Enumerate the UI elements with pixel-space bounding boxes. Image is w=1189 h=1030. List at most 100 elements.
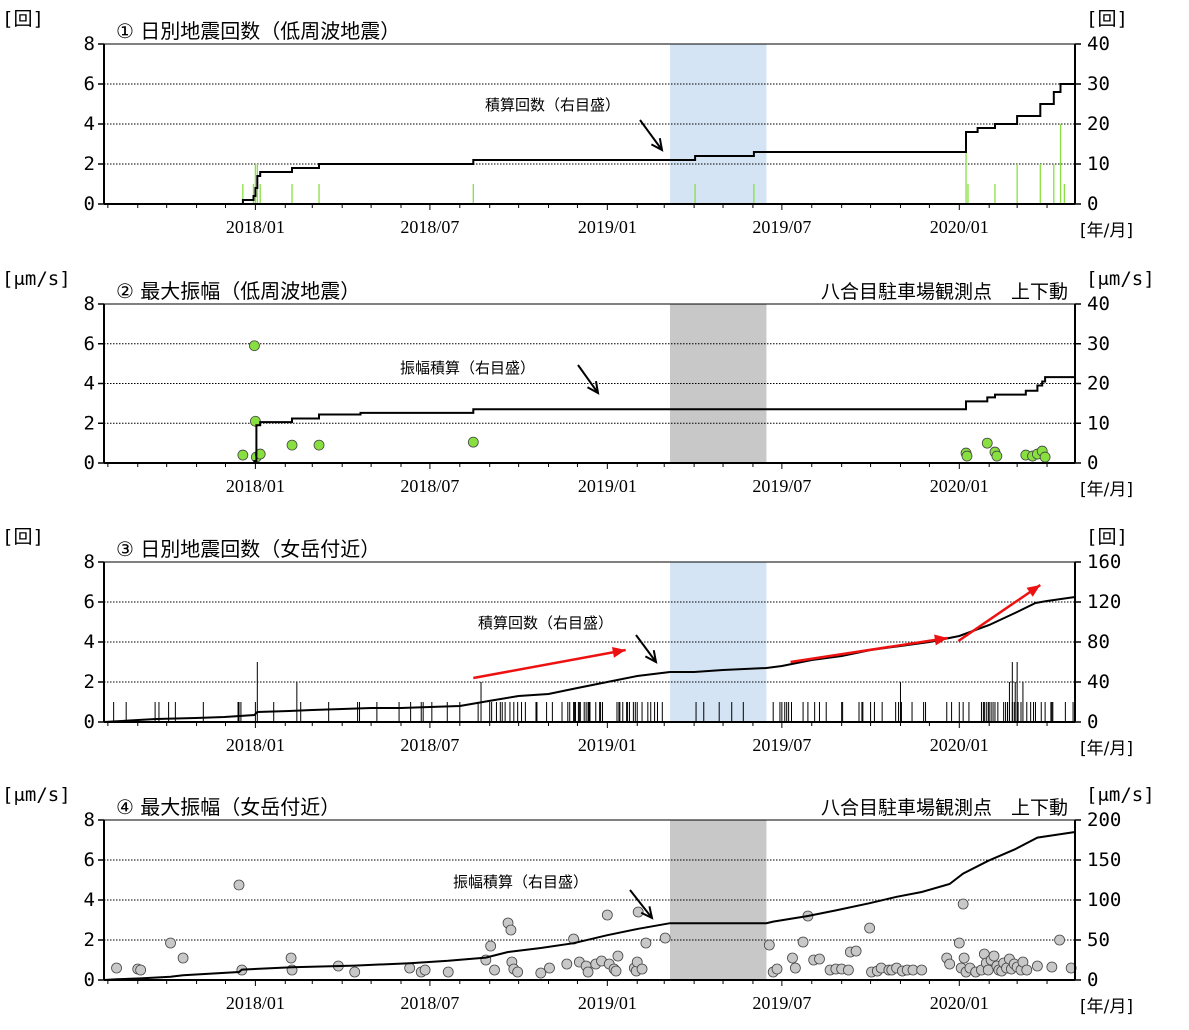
x-tick-label: 2019/07 [752,735,811,755]
y-tick-label-right: 150 [1087,849,1121,871]
y-tick-label-left: 6 [84,73,95,95]
amplitude-point [1046,961,1058,973]
y-tick-label-right: 0 [1087,452,1098,474]
y-tick-label-left: 8 [84,809,95,831]
annotation-arrow-head [650,138,664,152]
cumulative-line [104,83,1075,205]
y-tick-label-left: 2 [84,929,95,951]
y-tick-label-right: 10 [1087,412,1110,434]
amplitude-point [981,437,993,449]
cumulative-annotation: 積算回数（右目盛） [485,96,620,114]
amplitude-point [957,898,969,910]
cumulative-line [104,376,1075,464]
y-left-unit: [回] [2,8,44,30]
amplitude-point [582,966,594,978]
amplitude-point [843,964,854,976]
amplitude-point [612,950,624,962]
amplitude-point [165,937,176,949]
amplitude-point [916,964,928,976]
trend-arrow-head [934,634,948,646]
amplitude-point [349,966,361,978]
annotation-arrow-head [586,381,600,395]
x-tick-label: 2019/07 [752,217,811,237]
amplitude-point [467,436,479,448]
amplitude-point [988,950,1000,962]
y-tick-label-right: 10 [1087,153,1110,175]
y-tick-label-left: 4 [84,889,95,911]
y-tick-label-left: 2 [84,671,95,693]
y-tick-label-right: 30 [1087,73,1110,95]
amplitude-point [610,965,622,977]
x-unit-label: [年/月] [1080,221,1133,241]
y-tick-label-left: 4 [84,631,95,653]
amplitude-point [286,439,298,451]
amplitude-point [797,936,809,948]
trend-arrow [790,636,948,664]
y-tick-label-right: 40 [1087,671,1110,693]
amplitude-point [485,940,497,952]
amplitude-point [1065,962,1077,974]
station-label: 八合目駐車場観測点 上下動 [821,797,1068,819]
amplitude-point [254,448,266,460]
x-tick-label: 2019/07 [752,476,811,496]
y-tick-label-left: 0 [84,969,95,991]
cumulative-annotation: 積算回数（右目盛） [478,614,613,632]
amplitude-point [991,450,1003,462]
cumulative-annotation: 振幅積算（右目盛） [453,873,588,891]
amplitude-point [135,964,147,976]
amplitude-point [958,952,970,964]
amplitude-point [313,439,325,451]
x-tick-label: 2018/01 [226,735,285,755]
x-unit-label: [年/月] [1080,739,1133,759]
panel-title: ② 最大振幅（低周波地震） [116,279,360,303]
annotation-arrow-head [644,650,658,664]
y-tick-label-left: 2 [84,412,95,434]
amplitude-point [763,939,775,951]
panel-title: ① 日別地震回数（低周波地震） [116,19,400,43]
y-right-unit: [回] [1086,8,1128,30]
amplitude-point [601,909,613,921]
amplitude-point [659,932,671,944]
amplitude-point [636,963,648,975]
amplitude-point [944,958,956,970]
y-tick-label-left: 0 [84,452,95,474]
y-tick-label-right: 100 [1087,889,1121,911]
y-tick-label-left: 6 [84,849,95,871]
y-tick-label-left: 6 [84,591,95,613]
x-tick-label: 2018/01 [226,993,285,1013]
annotation-arrow [629,889,653,919]
annotation-arrow [635,634,657,663]
amplitude-point [771,963,783,975]
amplitude-point [489,964,500,976]
cumulative-line [103,831,1076,981]
y-left-unit: [μm/s] [2,784,71,806]
amplitude-point [561,958,573,970]
amplitude-point [177,952,189,964]
amplitude-point [544,962,555,974]
amplitude-point [787,952,798,964]
amplitude-point [111,962,122,974]
trend-arrow-head [1026,585,1041,597]
amplitude-point [1021,964,1033,976]
y-tick-label-left: 0 [84,711,95,733]
x-tick-label: 2018/07 [400,476,459,496]
trend-arrow [473,648,626,680]
x-tick-label: 2018/07 [400,993,459,1013]
cumulative-annotation: 振幅積算（右目盛） [400,359,535,377]
amplitude-point [535,967,547,979]
amplitude-point [864,922,876,934]
x-tick-label: 2018/01 [226,217,285,237]
amplitude-point [982,964,994,976]
x-tick-label: 2019/01 [578,735,637,755]
y-tick-label-right: 40 [1087,33,1110,55]
x-tick-label: 2020/01 [930,217,989,237]
y-right-unit: [μm/s] [1086,268,1155,290]
y-tick-label-right: 120 [1087,591,1121,613]
x-tick-label: 2020/01 [930,735,989,755]
y-tick-label-right: 20 [1087,373,1110,395]
amplitude-point [512,966,524,978]
panel-title: ④ 最大振幅（女岳付近） [116,795,340,819]
amplitude-point [442,966,454,978]
y-tick-label-left: 0 [84,193,95,215]
amplitude-point [1031,960,1043,972]
